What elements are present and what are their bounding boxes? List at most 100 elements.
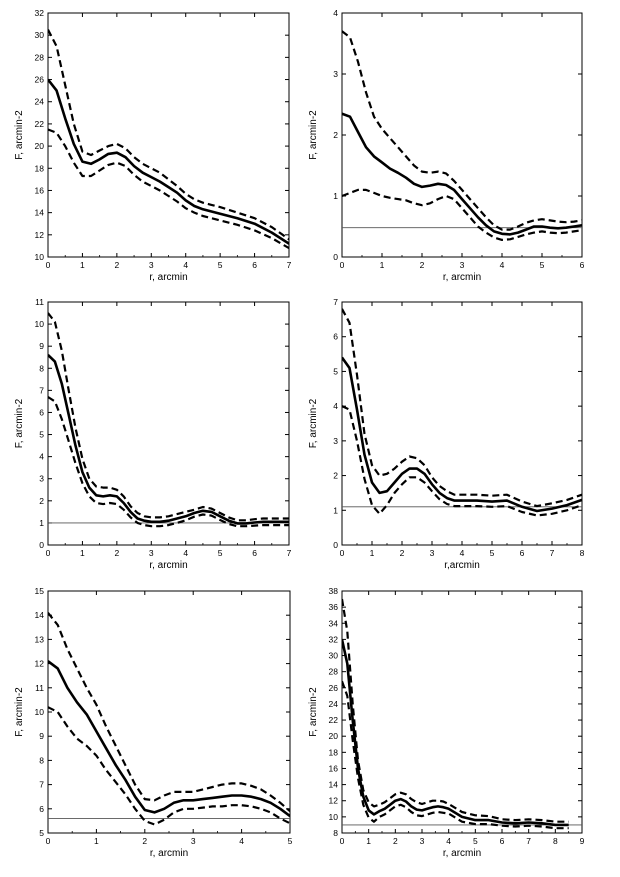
- y-tick-label: 2: [39, 496, 44, 506]
- x-axis-label: r, arcmin: [149, 560, 187, 571]
- x-tick-label: 7: [287, 260, 292, 270]
- error-bound-line: [342, 188, 582, 241]
- x-tick-label: 3: [149, 548, 154, 558]
- plot-frame: [341, 590, 583, 834]
- x-tick-label: 4: [183, 548, 188, 558]
- x-tick-label: 5: [490, 548, 495, 558]
- error-bound-line: [48, 706, 290, 826]
- x-tick-label: 5: [218, 548, 223, 558]
- x-tick-label: 2: [420, 260, 425, 270]
- y-tick-label: 7: [39, 385, 44, 395]
- error-bound-line: [48, 612, 290, 813]
- x-axis-label: r, arcmin: [150, 848, 188, 859]
- x-tick-label: 1: [80, 260, 85, 270]
- x-axis-label: r,arcmin: [444, 560, 480, 571]
- x-tick-label: 0: [46, 836, 51, 846]
- profile-line: [342, 112, 582, 236]
- y-tick-label: 10: [35, 252, 45, 262]
- y-tick-label: 6: [39, 407, 44, 417]
- x-tick-label: 6: [252, 260, 257, 270]
- x-tick-label: 5: [218, 260, 223, 270]
- x-tick-label: 5: [473, 836, 478, 846]
- y-tick-label: 4: [39, 452, 44, 462]
- error-bound-line: [342, 405, 582, 517]
- y-axis-label: F, arcmin-2: [14, 398, 25, 448]
- y-tick-label: 16: [329, 763, 339, 773]
- y-tick-label: 2: [333, 471, 338, 481]
- profile-line: [48, 660, 290, 818]
- x-axis-label: r, arcmin: [149, 272, 187, 283]
- x-tick-label: 4: [239, 836, 244, 846]
- y-tick-label: 14: [35, 610, 45, 620]
- x-tick-label: 4: [183, 260, 188, 270]
- y-tick-label: 30: [329, 651, 339, 661]
- y-tick-label: 22: [329, 715, 339, 725]
- y-tick-label: 18: [329, 747, 339, 757]
- y-axis-label: F, arcmin-2: [14, 110, 25, 160]
- y-tick-label: 6: [333, 332, 338, 342]
- y-tick-label: 26: [35, 75, 45, 85]
- y-tick-label: 24: [329, 699, 339, 709]
- x-tick-label: 4: [460, 548, 465, 558]
- x-tick-label: 1: [370, 548, 375, 558]
- x-tick-label: 0: [340, 260, 345, 270]
- y-tick-label: 4: [333, 401, 338, 411]
- x-tick-label: 0: [46, 260, 51, 270]
- error-bound-line: [48, 312, 289, 522]
- y-tick-label: 5: [39, 430, 44, 440]
- x-tick-label: 8: [580, 548, 585, 558]
- x-tick-label: 6: [500, 836, 505, 846]
- y-tick-label: 15: [35, 586, 45, 596]
- y-tick-label: 16: [35, 185, 45, 195]
- y-tick-label: 24: [35, 97, 45, 107]
- x-tick-label: 4: [500, 260, 505, 270]
- y-tick-label: 2: [333, 130, 338, 140]
- y-tick-label: 10: [329, 812, 339, 822]
- y-axis-label: F, arcmin-2: [308, 687, 319, 737]
- y-tick-label: 36: [329, 602, 339, 612]
- x-axis-label: r, arcmin: [443, 272, 481, 283]
- y-tick-label: 7: [333, 297, 338, 307]
- y-tick-label: 6: [39, 804, 44, 814]
- x-tick-label: 0: [340, 836, 345, 846]
- x-tick-label: 4: [446, 836, 451, 846]
- x-tick-label: 3: [460, 260, 465, 270]
- y-tick-label: 5: [333, 366, 338, 376]
- y-tick-label: 13: [35, 634, 45, 644]
- y-tick-label: 12: [35, 230, 45, 240]
- chart-panel-2: 0 1 2 3 4 5 6 0 1 2 3 4 r, arcmin F, arcmin-2: [308, 8, 585, 283]
- x-tick-label: 6: [252, 548, 257, 558]
- y-tick-label: 32: [329, 634, 339, 644]
- y-tick-label: 8: [39, 363, 44, 373]
- y-tick-label: 30: [35, 30, 45, 40]
- x-tick-label: 5: [288, 836, 293, 846]
- y-tick-label: 28: [329, 667, 339, 677]
- x-tick-label: 7: [550, 548, 555, 558]
- x-tick-label: 2: [400, 548, 405, 558]
- y-tick-label: 38: [329, 586, 339, 596]
- y-tick-label: 7: [39, 780, 44, 790]
- x-tick-label: 3: [430, 548, 435, 558]
- x-tick-label: 1: [80, 548, 85, 558]
- profile-line: [342, 639, 569, 827]
- x-tick-label: 3: [149, 260, 154, 270]
- y-tick-label: 0: [333, 540, 338, 550]
- y-tick-label: 1: [39, 518, 44, 528]
- x-axis-label: r, arcmin: [443, 848, 481, 859]
- y-tick-label: 3: [333, 436, 338, 446]
- error-bound-line: [342, 598, 569, 823]
- y-tick-label: 4: [333, 8, 338, 18]
- error-bound-line: [48, 29, 289, 241]
- x-tick-label: 2: [142, 836, 147, 846]
- y-tick-label: 32: [35, 8, 45, 18]
- y-tick-label: 11: [35, 683, 44, 693]
- y-tick-label: 9: [39, 731, 44, 741]
- y-tick-label: 11: [35, 297, 44, 307]
- error-bound-line: [342, 308, 582, 508]
- y-tick-label: 34: [329, 618, 339, 628]
- chart-panel-6: 0 1 2 3 4 5 6 7 8 9810121416182022242628303234363…: [308, 586, 585, 859]
- y-tick-label: 14: [329, 780, 339, 790]
- y-tick-label: 5: [39, 828, 44, 838]
